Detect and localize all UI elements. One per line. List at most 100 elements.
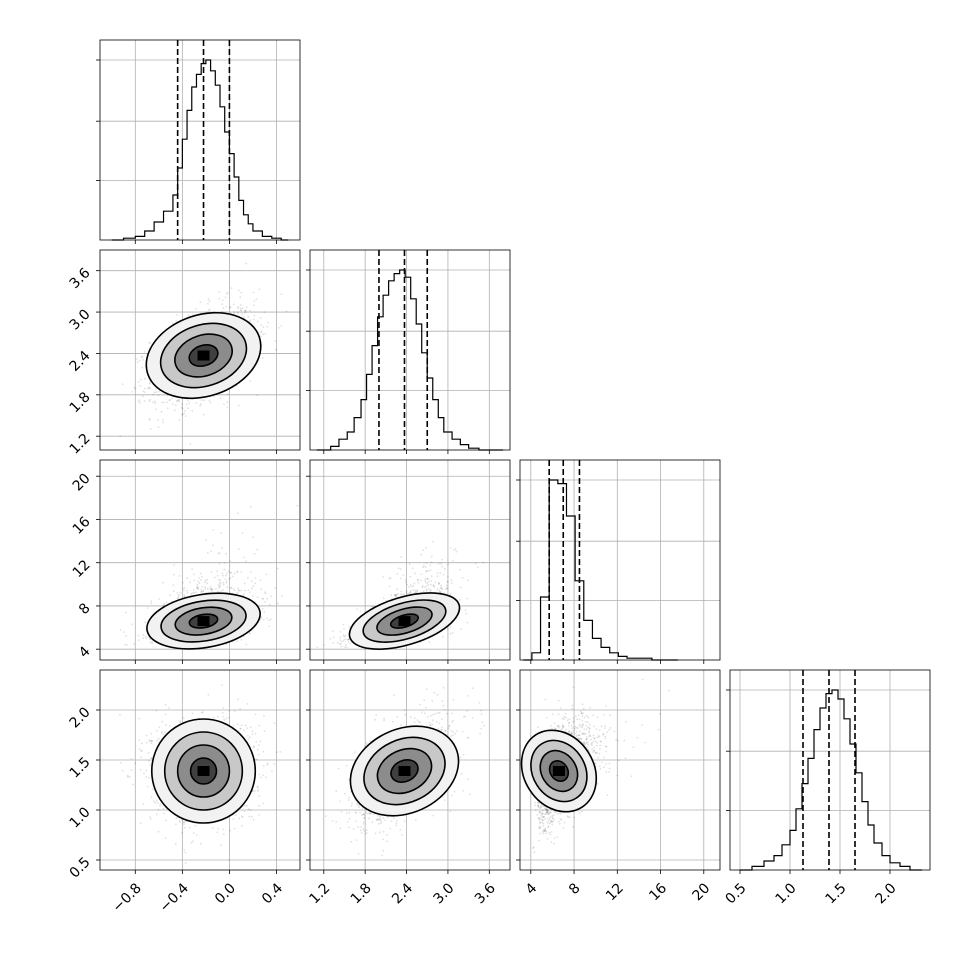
- sample-point: [200, 842, 202, 845]
- sample-point: [240, 571, 243, 573]
- sample-point: [199, 572, 202, 575]
- sample-point: [221, 303, 223, 305]
- sample-point: [178, 575, 181, 577]
- sample-point: [161, 419, 164, 421]
- sample-point: [202, 590, 205, 592]
- sample-point: [173, 590, 175, 593]
- sample-point: [260, 330, 263, 333]
- sample-point: [430, 583, 432, 586]
- y-tick-label-group: 4: [76, 643, 94, 661]
- sample-point: [200, 588, 203, 591]
- sample-point: [260, 331, 262, 334]
- sample-point: [450, 579, 453, 582]
- sample-point: [253, 552, 256, 555]
- sample-point: [342, 634, 345, 637]
- sample-point: [197, 580, 200, 583]
- sample-point: [229, 306, 232, 309]
- sample-point: [243, 316, 245, 318]
- sample-point: [223, 718, 226, 721]
- sample-point: [224, 578, 227, 580]
- sample-point: [222, 581, 225, 584]
- sample-point: [222, 715, 225, 718]
- sample-point: [256, 548, 259, 551]
- sample-point: [133, 386, 136, 389]
- sample-point: [204, 581, 207, 584]
- sample-point: [177, 595, 180, 597]
- sample-point: [452, 549, 455, 551]
- density-peak: [197, 616, 210, 627]
- sample-point: [252, 585, 255, 588]
- sample-point: [253, 300, 256, 302]
- sample-point: [421, 586, 424, 588]
- sample-point: [429, 569, 432, 572]
- sample-point: [422, 590, 425, 593]
- sample-point: [247, 577, 249, 579]
- sample-point: [436, 575, 439, 577]
- sample-point: [262, 618, 265, 621]
- sample-point: [245, 560, 248, 563]
- sample-point: [222, 589, 225, 591]
- sample-point: [187, 314, 190, 316]
- sample-point: [149, 387, 152, 390]
- sample-point: [195, 402, 198, 404]
- sample-point: [230, 287, 233, 289]
- sample-point: [422, 566, 424, 569]
- sample-point: [172, 584, 175, 586]
- sample-point: [150, 602, 152, 605]
- sample-point: [388, 585, 391, 588]
- sample-point: [137, 400, 140, 403]
- sample-point: [428, 580, 430, 583]
- sample-point: [450, 582, 453, 585]
- sample-point: [449, 625, 452, 628]
- sample-point: [239, 309, 242, 312]
- sample-point: [223, 403, 225, 406]
- sample-point: [213, 396, 215, 398]
- sample-point: [455, 550, 458, 553]
- y-tick-label: 1.2: [67, 431, 94, 458]
- sample-point: [225, 580, 228, 582]
- sample-point: [184, 595, 186, 598]
- sample-point: [248, 591, 251, 594]
- sample-point: [144, 377, 146, 380]
- sample-point: [191, 840, 194, 843]
- sample-point: [316, 646, 319, 649]
- sample-point: [175, 314, 178, 316]
- sample-point: [259, 740, 262, 743]
- y-tick-label-group: 1.8: [67, 389, 94, 416]
- sample-point: [149, 381, 151, 384]
- sample-point: [257, 753, 260, 756]
- sample-point: [442, 573, 445, 576]
- sample-point: [226, 291, 229, 294]
- sample-point: [139, 378, 142, 381]
- sample-point: [195, 591, 197, 594]
- histogram-panel-2: [516, 459, 721, 664]
- histogram-panel-0: [96, 39, 301, 244]
- sample-point: [155, 408, 157, 411]
- sample-point: [346, 646, 348, 649]
- sample-point: [199, 404, 202, 407]
- sample-point: [144, 635, 147, 638]
- sample-point: [142, 395, 144, 398]
- sample-point: [240, 309, 243, 312]
- sample-point: [190, 592, 193, 595]
- sample-point: [158, 737, 160, 740]
- sample-point: [423, 564, 425, 567]
- sample-point: [339, 630, 342, 633]
- sample-point: [222, 583, 225, 586]
- sample-point: [233, 311, 236, 313]
- sample-point: [138, 359, 141, 362]
- sample-point: [136, 358, 138, 360]
- y-tick-label: 4: [76, 643, 94, 661]
- sample-point: [225, 581, 228, 584]
- sample-point: [233, 572, 236, 575]
- scatter-panel-1-0: [96, 249, 301, 454]
- sample-point: [433, 586, 436, 588]
- sample-point: [466, 597, 469, 600]
- sample-point: [183, 826, 186, 829]
- sample-point: [204, 586, 207, 589]
- sample-point: [239, 304, 242, 306]
- sample-point: [274, 587, 277, 589]
- sample-point: [237, 587, 239, 590]
- sample-point: [161, 720, 164, 723]
- y-tick-label: 20: [70, 471, 94, 495]
